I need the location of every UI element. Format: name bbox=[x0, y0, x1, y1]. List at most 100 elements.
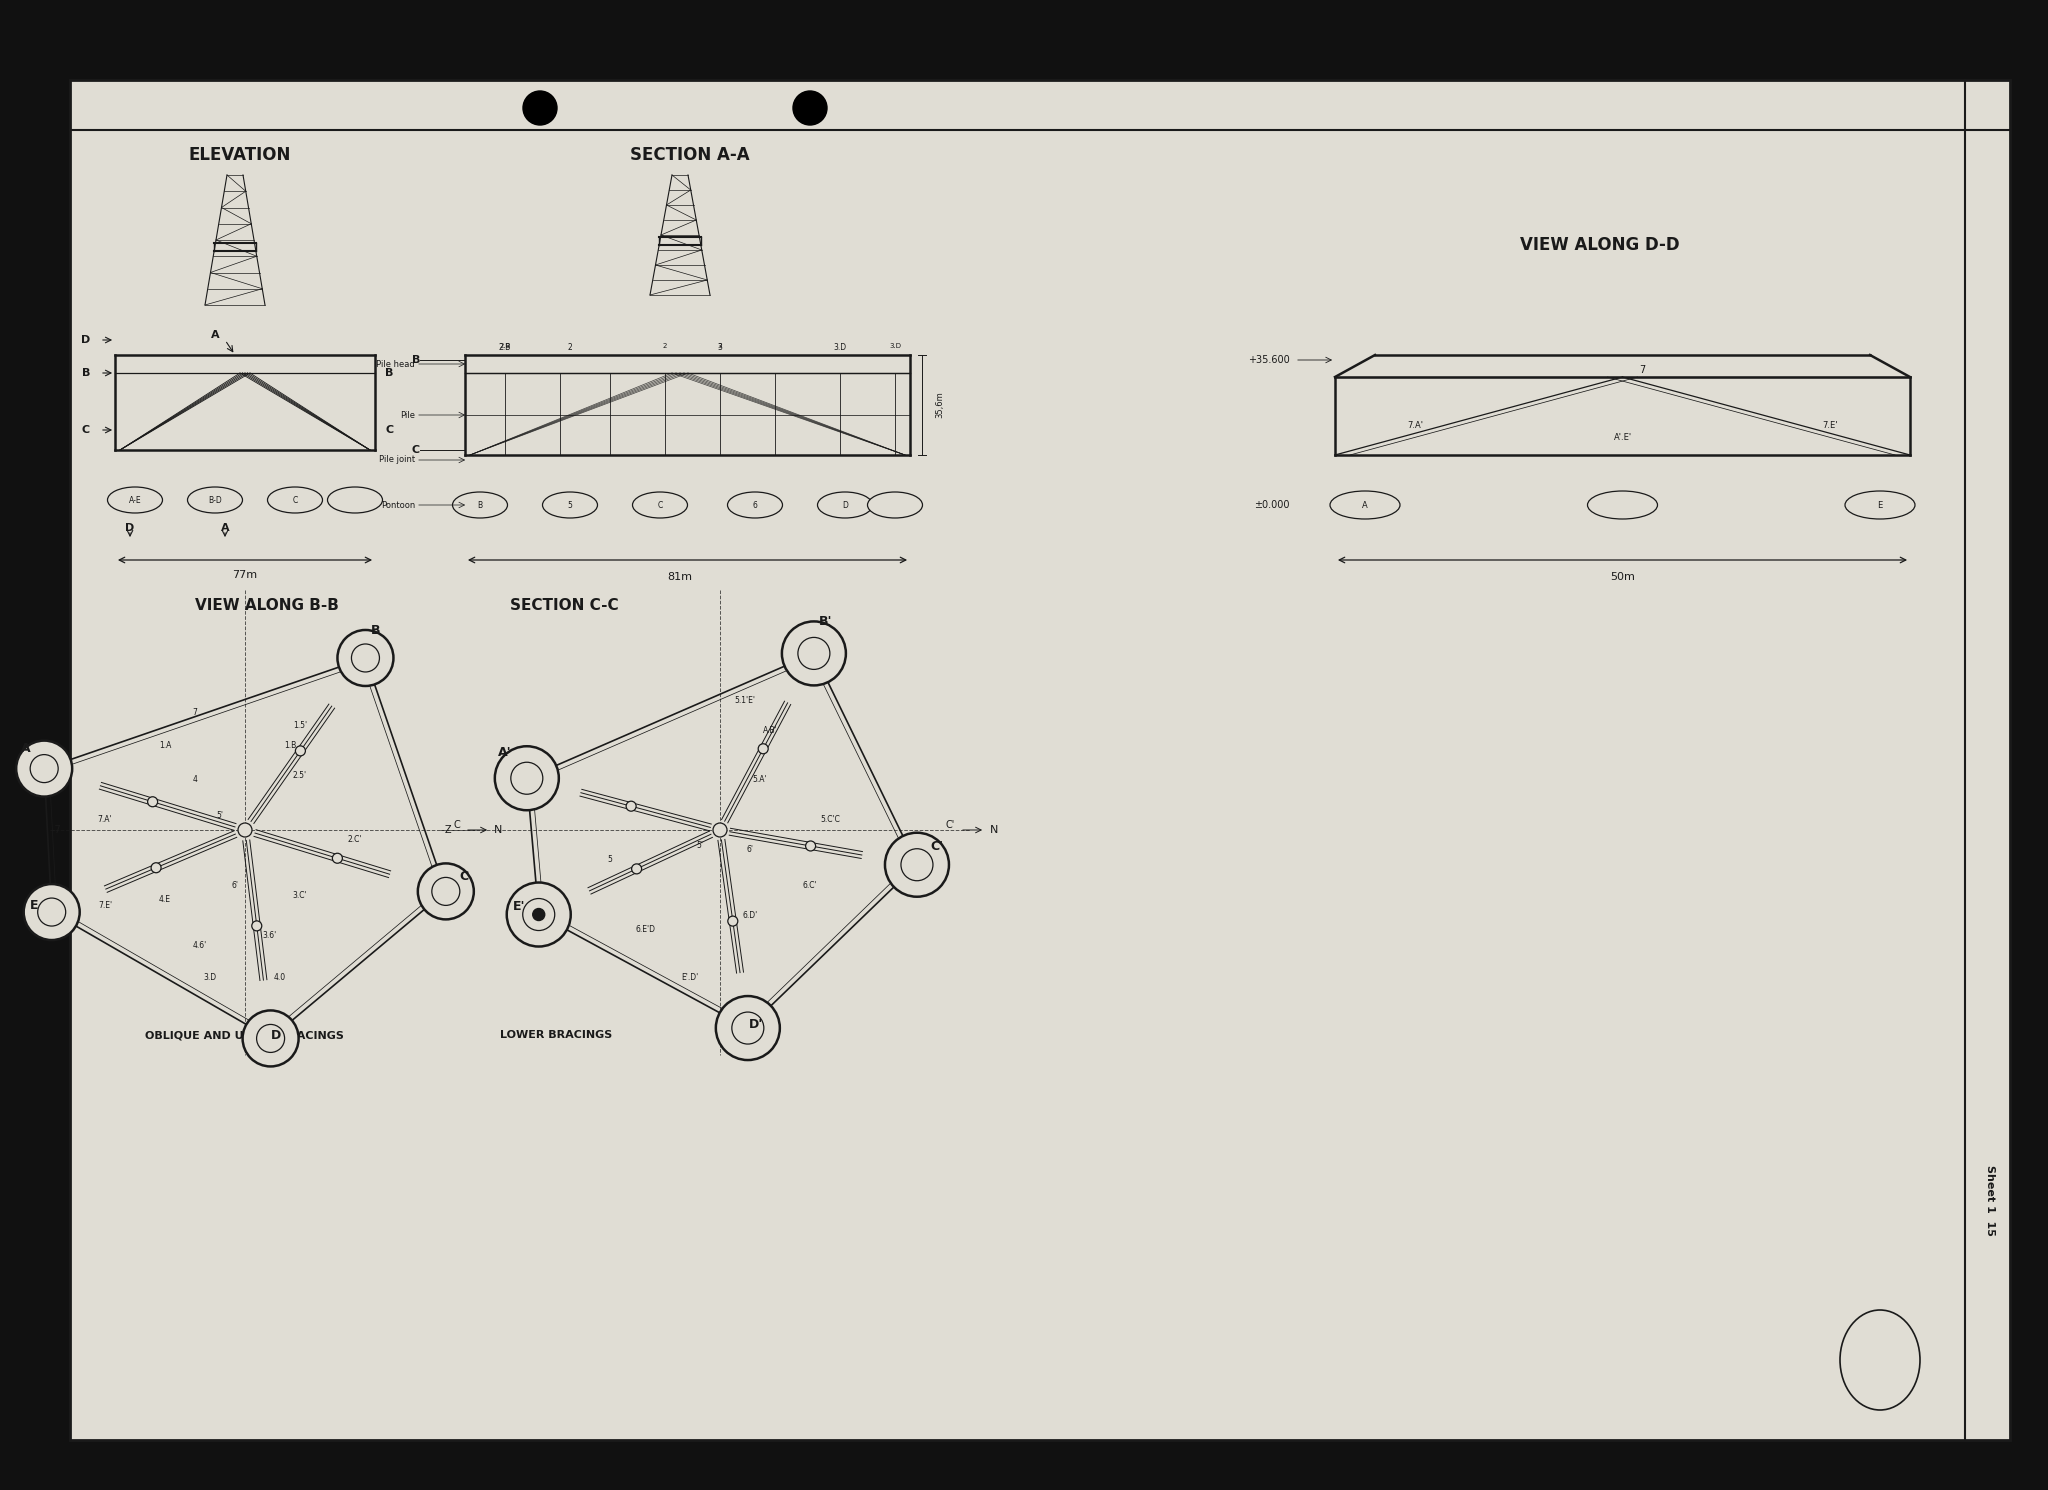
Text: Pile joint: Pile joint bbox=[379, 456, 416, 465]
Circle shape bbox=[532, 909, 545, 921]
Ellipse shape bbox=[328, 487, 383, 513]
Circle shape bbox=[782, 621, 846, 685]
Text: B: B bbox=[412, 355, 420, 365]
Text: C: C bbox=[412, 446, 420, 454]
Text: LOWER BRACINGS: LOWER BRACINGS bbox=[500, 1030, 612, 1040]
Text: A: A bbox=[211, 329, 219, 340]
Text: 7.E': 7.E' bbox=[1823, 420, 1837, 429]
Text: C: C bbox=[657, 501, 664, 510]
Text: 6.C': 6.C' bbox=[803, 881, 817, 890]
Circle shape bbox=[238, 822, 252, 837]
Circle shape bbox=[338, 630, 393, 685]
Circle shape bbox=[256, 1025, 285, 1052]
Circle shape bbox=[332, 854, 342, 863]
Text: A': A' bbox=[498, 745, 512, 758]
Text: 1.5': 1.5' bbox=[293, 721, 307, 730]
Text: ELEVATION: ELEVATION bbox=[188, 146, 291, 164]
Text: 7.E': 7.E' bbox=[98, 900, 113, 909]
Ellipse shape bbox=[188, 487, 242, 513]
Text: 5: 5 bbox=[608, 855, 612, 864]
Text: A'.E': A'.E' bbox=[1614, 432, 1632, 441]
Text: 5.A': 5.A' bbox=[754, 775, 768, 785]
Text: 6': 6' bbox=[231, 881, 238, 890]
Ellipse shape bbox=[633, 492, 688, 519]
Circle shape bbox=[506, 882, 571, 946]
Text: SECTION A-A: SECTION A-A bbox=[631, 146, 750, 164]
Text: C': C' bbox=[930, 840, 944, 854]
Text: +35.600: +35.600 bbox=[1247, 355, 1290, 365]
Text: B: B bbox=[371, 624, 381, 638]
Ellipse shape bbox=[817, 492, 872, 519]
Circle shape bbox=[522, 898, 555, 931]
Text: N: N bbox=[989, 825, 997, 834]
Circle shape bbox=[731, 1012, 764, 1044]
Text: 5.1'E': 5.1'E' bbox=[735, 696, 756, 705]
Text: 81m: 81m bbox=[668, 572, 692, 583]
Ellipse shape bbox=[1329, 492, 1401, 519]
Text: E'.D': E'.D' bbox=[682, 973, 698, 982]
Text: B': B' bbox=[819, 615, 834, 627]
Text: A: A bbox=[1362, 501, 1368, 510]
Circle shape bbox=[147, 797, 158, 806]
Text: A.B': A.B' bbox=[762, 726, 778, 735]
Text: A: A bbox=[221, 523, 229, 533]
Text: 2: 2 bbox=[664, 343, 668, 349]
Circle shape bbox=[418, 863, 473, 919]
Text: Pile head: Pile head bbox=[377, 359, 416, 368]
Circle shape bbox=[627, 802, 637, 811]
Circle shape bbox=[885, 833, 948, 897]
Circle shape bbox=[805, 840, 815, 851]
Text: 4.E: 4.E bbox=[160, 895, 170, 904]
Text: VIEW ALONG D-D: VIEW ALONG D-D bbox=[1520, 235, 1679, 253]
Circle shape bbox=[799, 638, 829, 669]
Ellipse shape bbox=[1845, 492, 1915, 519]
Text: 7.A': 7.A' bbox=[1407, 420, 1423, 429]
Text: 4.0: 4.0 bbox=[274, 973, 287, 982]
Text: E': E' bbox=[512, 900, 524, 913]
Text: E: E bbox=[29, 898, 39, 912]
Circle shape bbox=[37, 898, 66, 927]
Text: B: B bbox=[385, 368, 393, 378]
Text: 2.B: 2.B bbox=[500, 343, 512, 352]
Text: C: C bbox=[293, 496, 297, 505]
Text: 7: 7 bbox=[1638, 365, 1647, 375]
Circle shape bbox=[727, 916, 737, 927]
Text: D: D bbox=[125, 523, 135, 533]
Circle shape bbox=[522, 91, 557, 125]
Text: 2.B: 2.B bbox=[500, 343, 510, 349]
Text: 3: 3 bbox=[717, 343, 723, 352]
Text: 2.5': 2.5' bbox=[293, 770, 307, 779]
Text: 6': 6' bbox=[748, 845, 754, 854]
Text: 35,6m: 35,6m bbox=[936, 392, 944, 419]
Circle shape bbox=[793, 91, 827, 125]
Text: 2.C': 2.C' bbox=[348, 836, 362, 845]
Ellipse shape bbox=[453, 492, 508, 519]
Text: 1.B: 1.B bbox=[285, 741, 297, 749]
Circle shape bbox=[510, 763, 543, 794]
Ellipse shape bbox=[1587, 492, 1657, 519]
Circle shape bbox=[242, 1010, 299, 1067]
Text: C: C bbox=[82, 425, 90, 435]
Ellipse shape bbox=[106, 487, 162, 513]
Circle shape bbox=[901, 849, 934, 881]
Text: N: N bbox=[494, 825, 502, 834]
Circle shape bbox=[631, 864, 641, 873]
Ellipse shape bbox=[727, 492, 782, 519]
Text: C: C bbox=[459, 870, 469, 884]
Circle shape bbox=[352, 644, 379, 672]
Text: 7: 7 bbox=[193, 708, 197, 717]
Ellipse shape bbox=[1839, 1310, 1921, 1410]
Text: 3.D: 3.D bbox=[834, 343, 846, 352]
Circle shape bbox=[496, 746, 559, 811]
Text: E: E bbox=[1878, 501, 1882, 510]
Text: Sheet 1  15: Sheet 1 15 bbox=[1985, 1165, 1995, 1235]
Ellipse shape bbox=[868, 492, 922, 519]
Circle shape bbox=[432, 878, 461, 906]
Circle shape bbox=[152, 863, 162, 873]
Text: 4: 4 bbox=[193, 775, 197, 785]
Text: Pontoon: Pontoon bbox=[381, 501, 416, 510]
Text: 4.6': 4.6' bbox=[193, 940, 207, 949]
Text: 77m: 77m bbox=[231, 571, 258, 580]
Text: 2: 2 bbox=[567, 343, 571, 352]
Text: VIEW ALONG B-B: VIEW ALONG B-B bbox=[195, 597, 338, 612]
